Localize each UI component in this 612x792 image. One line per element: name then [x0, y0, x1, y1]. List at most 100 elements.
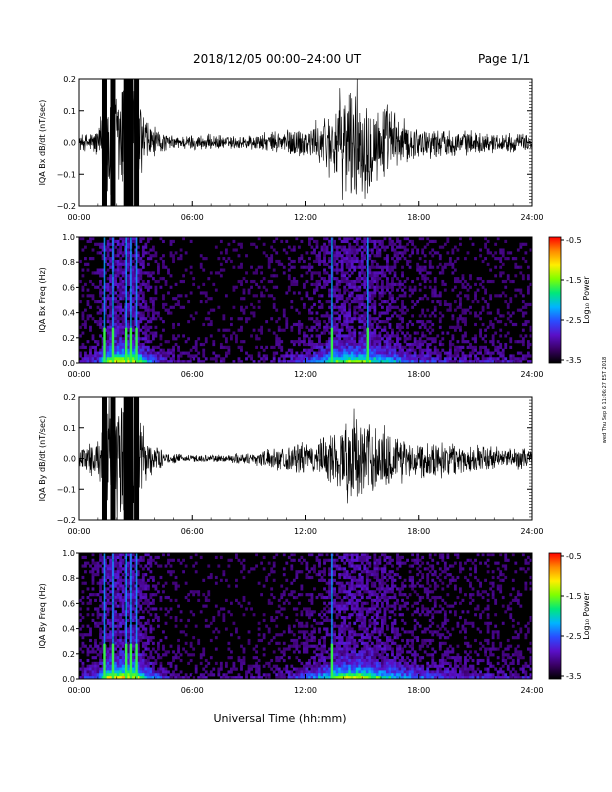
spectrogram-cell — [431, 294, 435, 298]
spectrogram-cell — [267, 627, 271, 631]
spectrogram-cell — [433, 251, 437, 255]
spectrogram-cell — [224, 661, 228, 665]
spectrogram-cell — [91, 294, 95, 298]
spectrogram-cell — [119, 593, 123, 597]
spectrogram-cell — [177, 644, 180, 648]
spectrogram-cell — [476, 357, 480, 361]
spectrogram-cell — [222, 360, 226, 364]
spectrogram-cell — [441, 282, 445, 286]
spectrogram-cell — [401, 317, 404, 321]
spectrogram-cell — [302, 650, 306, 654]
spectrogram-cell — [194, 561, 198, 565]
spectrogram-cell — [167, 271, 170, 275]
spectrogram-cell — [431, 300, 435, 304]
spectrogram-cell — [393, 265, 397, 269]
spectrogram-cell — [393, 311, 397, 315]
spectrogram-cell — [491, 325, 495, 329]
spectrogram-cell — [318, 305, 321, 309]
spectrogram-cell — [227, 345, 231, 349]
spectrogram-cell — [524, 322, 528, 327]
spectrogram-cell — [310, 360, 314, 364]
spectrogram-cell — [159, 670, 163, 674]
spectrogram-cell — [235, 334, 238, 338]
spectrogram-cell — [240, 279, 243, 284]
spectrogram-cell — [406, 354, 409, 358]
spectrogram-cell — [89, 570, 92, 574]
spectrogram-cell — [116, 348, 120, 352]
spectrogram-cell — [260, 593, 264, 597]
spectrogram-cell — [101, 661, 105, 665]
spectrogram-cell — [81, 311, 85, 315]
spectrogram-cell — [136, 658, 140, 663]
spectrogram-cell — [212, 667, 216, 671]
spectrogram-cell — [315, 354, 319, 358]
spectrogram-cell — [139, 317, 143, 321]
spectrogram-cell — [524, 357, 528, 361]
spectrogram-cell — [121, 268, 125, 272]
spectrogram-cell — [262, 354, 266, 358]
spectrogram-cell — [416, 345, 420, 349]
spectrogram-cell — [521, 257, 525, 261]
spectrogram-cell — [121, 664, 125, 668]
spectrogram-cell — [343, 279, 347, 284]
spectrogram-cell — [343, 311, 347, 315]
spectrogram-cell — [230, 650, 233, 654]
spectrogram-cell — [386, 311, 389, 315]
spectrogram-cell — [151, 300, 155, 304]
spectrogram-cell — [305, 279, 309, 284]
spectrogram-cell — [141, 587, 145, 591]
spectrogram-cell — [391, 305, 394, 309]
spectrogram-cell — [179, 618, 183, 623]
spectrogram-cell — [144, 667, 148, 671]
spectrogram-cell — [106, 601, 110, 605]
spectrogram-cell — [292, 578, 296, 582]
spectrogram-cell — [287, 274, 291, 278]
spectrogram-cell — [187, 653, 191, 657]
spectrogram-cell — [338, 317, 342, 321]
spectrogram-cell — [443, 242, 447, 246]
spectrogram-cell — [224, 328, 228, 332]
spectrogram-cell — [391, 288, 394, 292]
spectrogram-cell — [94, 673, 97, 677]
spectrogram-cell — [335, 317, 339, 321]
spectrogram-cell — [101, 638, 105, 643]
spectrogram-cell — [270, 567, 274, 571]
spectrogram-cell — [416, 268, 420, 272]
spectrogram-cell — [116, 300, 120, 304]
spectrogram-cell — [381, 279, 384, 284]
spectrogram-cell — [516, 288, 520, 292]
spectrogram-cell — [157, 618, 160, 623]
spectrogram-cell — [320, 621, 324, 625]
spectrogram-cell — [106, 288, 110, 292]
spectrogram-cell — [297, 667, 301, 671]
spectrogram-cell — [456, 257, 460, 261]
spectrogram-cell — [174, 360, 178, 364]
spectrogram-cell — [308, 616, 311, 620]
spectrogram-cell — [393, 251, 397, 255]
spectrogram-cell — [403, 245, 407, 249]
spectrogram-cell — [378, 254, 382, 258]
spectrogram-cell — [355, 251, 359, 255]
spectrogram-cell — [126, 593, 130, 597]
spectrogram-cell — [169, 616, 173, 620]
spectrogram-cell — [114, 610, 118, 614]
spectrogram-cell — [391, 360, 394, 364]
spectrogram-cell — [363, 302, 367, 307]
spectrogram-cell — [126, 636, 130, 640]
spectrogram-cell — [240, 644, 243, 648]
spectrogram-cell — [396, 351, 399, 355]
spectrogram-cell — [240, 282, 243, 286]
spectrogram-cell — [310, 328, 314, 332]
spectrogram-cell — [310, 613, 314, 617]
spectrogram-cell — [388, 354, 392, 358]
spectrogram-cell — [348, 294, 352, 298]
spectrogram-cell — [287, 644, 291, 648]
spectrogram-cell — [318, 664, 321, 668]
spectrogram-cell — [267, 279, 271, 284]
spectrogram-cell — [350, 334, 354, 338]
spectrogram-cell — [423, 325, 427, 329]
spectrogram-cell — [496, 357, 500, 361]
spectrogram-cell — [333, 262, 336, 266]
spectrogram-cell — [89, 305, 92, 309]
x-tick-label: 00:00 — [67, 370, 90, 379]
